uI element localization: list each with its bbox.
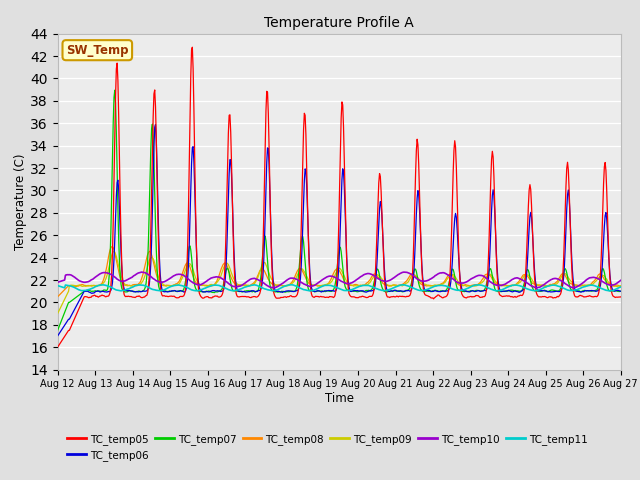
Text: SW_Temp: SW_Temp [66,44,129,57]
X-axis label: Time: Time [324,392,354,405]
Title: Temperature Profile A: Temperature Profile A [264,16,414,30]
Legend: TC_temp05, TC_temp06, TC_temp07, TC_temp08, TC_temp09, TC_temp10, TC_temp11: TC_temp05, TC_temp06, TC_temp07, TC_temp… [63,430,592,465]
Y-axis label: Temperature (C): Temperature (C) [14,153,28,250]
